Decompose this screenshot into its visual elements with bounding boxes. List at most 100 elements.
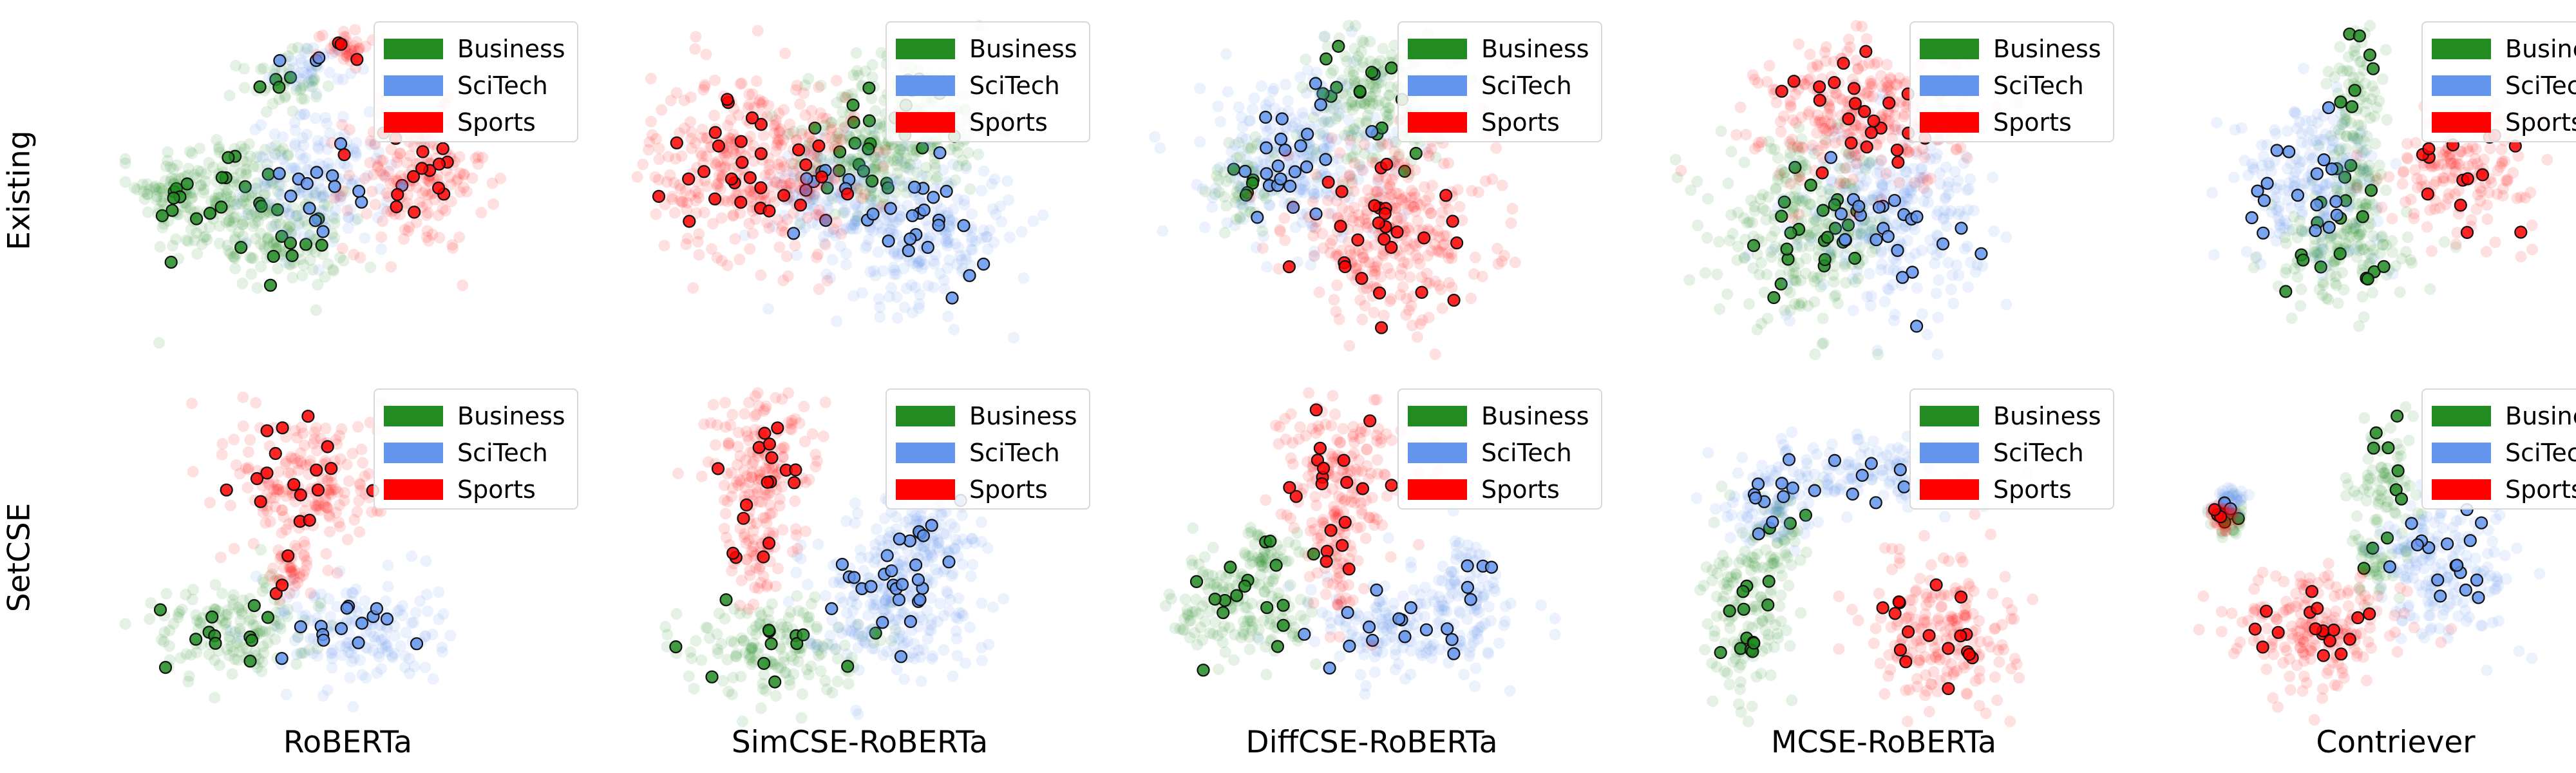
point bbox=[664, 169, 676, 181]
point bbox=[1844, 41, 1856, 53]
point bbox=[224, 625, 236, 637]
highlighted-point bbox=[272, 167, 286, 180]
point bbox=[2474, 182, 2486, 194]
point bbox=[1917, 172, 1929, 184]
point bbox=[1358, 165, 1370, 177]
point bbox=[292, 631, 304, 643]
point bbox=[1358, 252, 1370, 263]
point bbox=[2347, 225, 2360, 238]
point bbox=[191, 227, 203, 239]
point bbox=[2386, 213, 2398, 225]
point bbox=[196, 612, 208, 624]
point bbox=[1815, 270, 1826, 282]
point bbox=[911, 253, 923, 265]
point bbox=[2362, 221, 2374, 233]
point bbox=[337, 185, 349, 197]
point bbox=[276, 149, 288, 161]
point bbox=[775, 179, 787, 191]
point bbox=[696, 123, 708, 135]
point bbox=[795, 175, 807, 187]
point bbox=[1379, 191, 1392, 204]
point bbox=[332, 73, 344, 85]
point bbox=[359, 595, 371, 607]
point bbox=[157, 197, 169, 209]
point bbox=[1352, 224, 1364, 236]
point bbox=[2360, 164, 2372, 177]
point bbox=[729, 148, 741, 160]
highlighted-point bbox=[652, 189, 666, 203]
highlighted-point bbox=[1852, 200, 1866, 213]
point bbox=[287, 201, 299, 213]
legend-swatch bbox=[1408, 38, 1467, 59]
point bbox=[2288, 106, 2300, 118]
point bbox=[323, 484, 334, 497]
point bbox=[685, 133, 697, 145]
point bbox=[1393, 187, 1405, 200]
point bbox=[1868, 58, 1880, 70]
point bbox=[892, 149, 904, 161]
point bbox=[827, 178, 838, 190]
point bbox=[267, 73, 279, 85]
highlighted-point bbox=[272, 81, 286, 94]
point bbox=[1812, 109, 1824, 121]
point bbox=[1932, 311, 1944, 323]
point bbox=[213, 659, 225, 671]
point bbox=[231, 198, 243, 211]
point bbox=[1747, 262, 1759, 274]
point bbox=[354, 43, 366, 54]
point bbox=[169, 173, 181, 186]
point bbox=[164, 161, 176, 173]
point bbox=[294, 647, 307, 659]
point bbox=[389, 630, 401, 642]
point bbox=[410, 216, 422, 229]
highlighted-point bbox=[2260, 177, 2274, 190]
point bbox=[219, 618, 231, 630]
point bbox=[2266, 206, 2278, 218]
highlighted-point bbox=[1870, 233, 1883, 247]
point bbox=[721, 259, 734, 271]
point bbox=[796, 128, 808, 140]
point bbox=[1876, 81, 1888, 93]
point bbox=[257, 209, 269, 221]
point bbox=[1774, 168, 1786, 180]
point bbox=[1921, 329, 1933, 341]
point bbox=[397, 600, 408, 612]
point bbox=[1829, 137, 1841, 149]
point bbox=[837, 224, 849, 236]
point bbox=[1926, 243, 1938, 255]
point bbox=[1898, 187, 1910, 200]
point bbox=[277, 142, 289, 155]
point bbox=[880, 186, 892, 198]
point bbox=[967, 243, 979, 256]
legend-swatch bbox=[384, 38, 443, 59]
point bbox=[2286, 312, 2298, 325]
point bbox=[312, 135, 324, 147]
point bbox=[2347, 130, 2360, 142]
point bbox=[1817, 122, 1829, 135]
point bbox=[668, 177, 680, 189]
point bbox=[895, 204, 907, 216]
point bbox=[1358, 196, 1370, 208]
point bbox=[766, 110, 778, 122]
point bbox=[2330, 182, 2342, 193]
point bbox=[952, 193, 964, 205]
highlighted-point bbox=[1332, 39, 1345, 53]
point bbox=[1872, 348, 1884, 360]
point bbox=[1847, 173, 1859, 186]
point bbox=[495, 173, 507, 184]
point bbox=[674, 127, 686, 139]
point bbox=[377, 642, 389, 654]
point bbox=[2351, 179, 2363, 191]
point bbox=[2365, 150, 2378, 162]
point bbox=[1416, 271, 1428, 283]
point bbox=[2334, 243, 2346, 255]
point bbox=[261, 164, 274, 177]
point bbox=[845, 137, 857, 149]
highlighted-point bbox=[1334, 220, 1347, 233]
point bbox=[769, 176, 781, 187]
point bbox=[2326, 135, 2338, 147]
highlighted-point bbox=[263, 278, 278, 292]
point bbox=[1400, 197, 1412, 209]
point bbox=[2295, 137, 2307, 149]
point bbox=[2270, 204, 2282, 216]
